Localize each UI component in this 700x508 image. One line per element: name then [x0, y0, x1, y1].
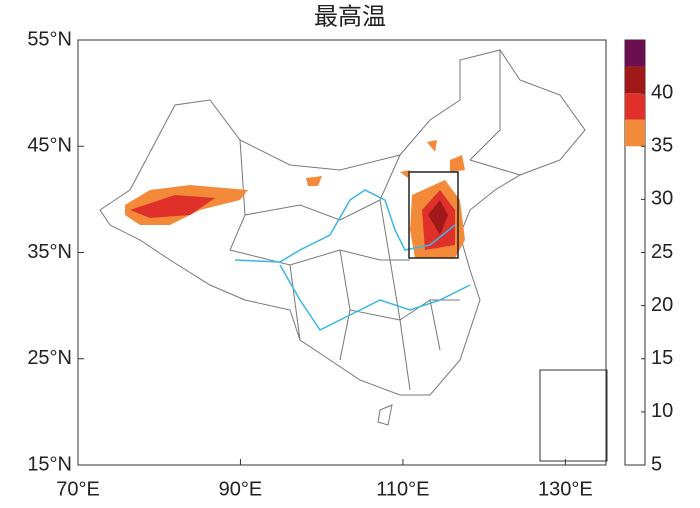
river	[279, 264, 471, 331]
province-lines	[229, 50, 521, 391]
colorbar-tick-label: 30	[651, 188, 673, 210]
china-outline	[99, 49, 586, 396]
x-tick-label: 70°E	[56, 478, 100, 500]
heat-area	[428, 200, 448, 235]
rivers	[234, 189, 471, 331]
river	[234, 189, 456, 263]
map-layer	[99, 49, 586, 426]
y-tick-label: 55°N	[27, 28, 72, 50]
colorbar-band	[625, 66, 645, 94]
colorbar-tick-label: 5	[651, 453, 662, 475]
colorbar-tick-label: 35	[651, 135, 673, 157]
y-tick-label: 25°N	[27, 347, 72, 369]
colorbar-band	[625, 119, 645, 147]
colorbar-tick-label: 15	[651, 347, 673, 369]
heat-areas	[125, 140, 465, 258]
colorbar-band	[625, 40, 645, 67]
y-tick-label: 45°N	[27, 135, 72, 157]
title: 最高温	[314, 3, 386, 30]
highlight-box	[408, 171, 459, 259]
colorbar-band	[625, 93, 645, 120]
inset-map	[539, 369, 608, 462]
island	[377, 404, 393, 426]
y-tick-label: 15°N	[27, 453, 72, 475]
y-tick-label: 35°N	[27, 241, 72, 263]
x-tick-label: 130°E	[538, 478, 593, 500]
heat-area	[130, 195, 215, 218]
x-tick-label: 110°E	[376, 478, 429, 500]
colorbar-tick-label: 10	[651, 400, 673, 422]
colorbar-tick-label: 40	[651, 81, 673, 103]
colorbar-tick-label: 25	[651, 241, 673, 263]
x-tick-label: 90°E	[219, 478, 263, 500]
colorbar-tick-label: 20	[651, 294, 673, 316]
